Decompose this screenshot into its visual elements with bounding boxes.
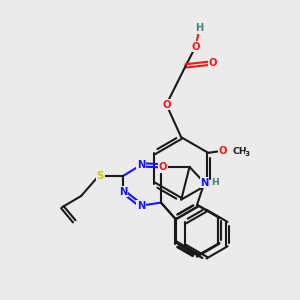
Text: H: H: [211, 178, 219, 187]
Text: 3: 3: [245, 151, 250, 157]
Text: S: S: [97, 171, 104, 181]
Text: O: O: [218, 146, 227, 156]
Text: CH: CH: [233, 147, 248, 156]
Text: O: O: [191, 42, 200, 52]
Text: O: O: [162, 100, 171, 110]
Text: O: O: [158, 162, 167, 172]
Text: O: O: [208, 58, 217, 68]
Text: N: N: [119, 187, 128, 196]
Text: H: H: [196, 23, 204, 33]
Text: N: N: [137, 201, 145, 211]
Text: N: N: [137, 160, 145, 170]
Text: N: N: [200, 178, 208, 188]
